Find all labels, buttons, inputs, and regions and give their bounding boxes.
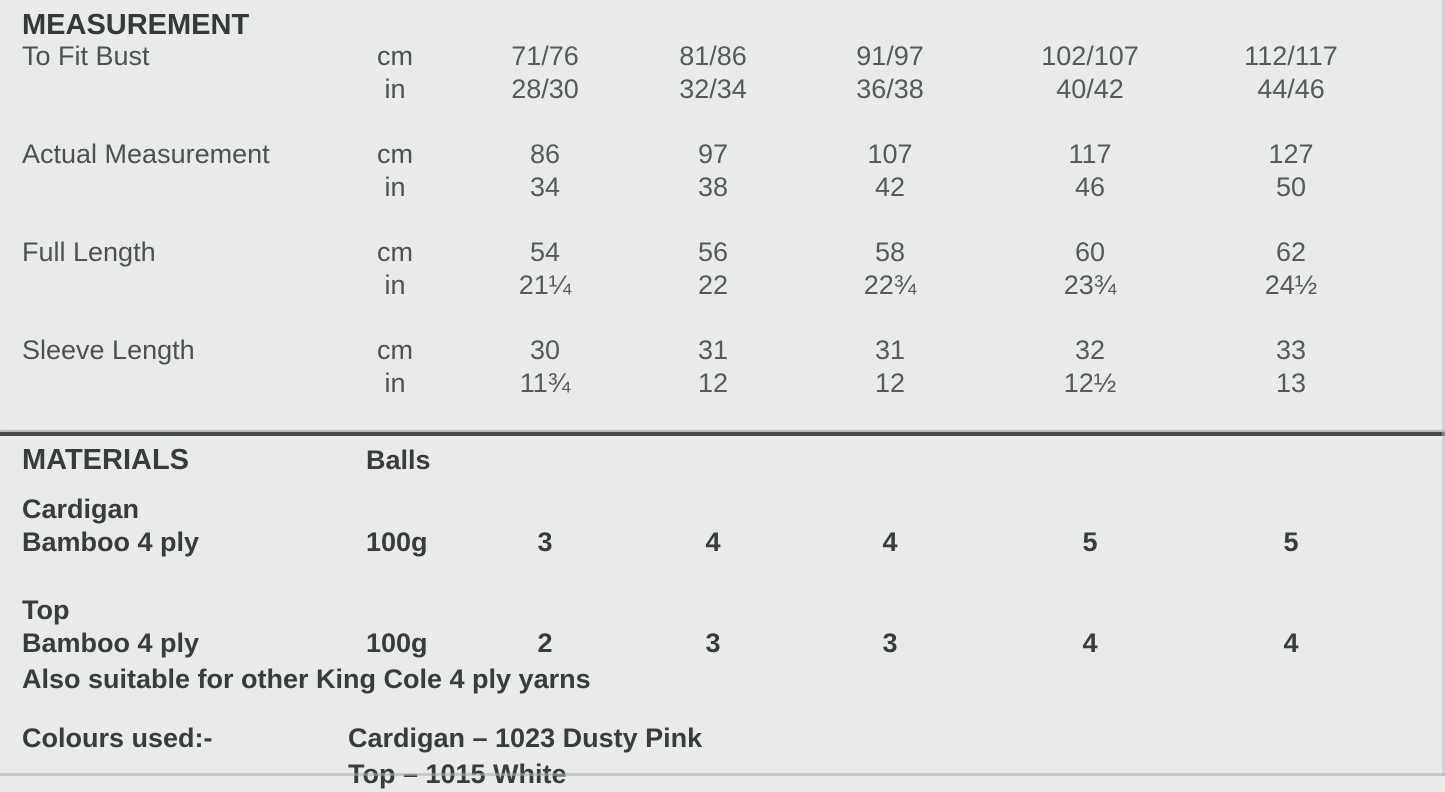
ball-quantity: 5 [1082,527,1098,557]
unit-cm: cm [377,335,413,365]
garment-name: Top [22,595,70,625]
unit-in: in [384,270,406,300]
size-value: 58 [874,237,906,267]
unit-in: in [384,368,406,398]
size-value: 60 [1074,237,1106,267]
size-value: 12 [697,368,729,398]
size-value: 36/38 [856,74,924,104]
size-value: 62 [1275,237,1307,267]
scan-edge-bottom [0,773,1445,776]
materials-item-cardigan: Cardigan Bamboo 4 ply 100g 3 4 4 5 5 [0,493,1445,559]
measurement-row-sleeve-length: Sleeve Length cm 30 31 31 32 33 in 11¾ 1… [0,334,1445,400]
size-value: 21¼ [518,270,572,300]
balls-column-header: Balls [366,445,431,475]
size-value: 81/86 [679,41,747,71]
size-value: 33 [1275,335,1307,365]
ball-quantity: 4 [1283,628,1299,658]
section-divider [0,432,1445,436]
size-value: 46 [1074,172,1106,202]
size-value: 11¾ [519,368,571,398]
size-value: 28/30 [511,74,579,104]
size-value: 91/97 [856,41,924,71]
row-label: Full Length [22,237,156,267]
size-value: 42 [874,172,906,202]
size-value: 112/117 [1244,41,1338,71]
size-value: 31 [697,335,729,365]
ball-size: 100g [366,527,428,557]
size-value: 12 [874,368,906,398]
actual-measurement-in-line: in 34 38 42 46 50 [0,171,1445,204]
size-value: 86 [529,139,561,169]
measurement-row-actual-measurement: Actual Measurement cm 86 97 107 117 127 … [0,138,1445,204]
size-value: 22¾ [863,270,917,300]
size-value: 22 [697,270,729,300]
cardigan-yarn-line: Bamboo 4 ply 100g 3 4 4 5 5 [0,526,1445,559]
size-value: 24½ [1264,270,1318,300]
colour-entry-cardigan: Cardigan – 1023 Dusty Pink [348,723,703,753]
ball-quantity: 3 [705,628,721,658]
size-value: 23¾ [1063,270,1117,300]
sleeve-length-in-line: in 11¾ 12 12 12½ 13 [0,367,1445,400]
top-yarn-line: Bamboo 4 ply 100g 2 3 3 4 4 [0,627,1445,660]
size-value: 56 [697,237,729,267]
row-label: Sleeve Length [22,335,195,365]
ball-quantity: 3 [537,527,553,557]
size-value: 30 [529,335,561,365]
materials-header-row: MATERIALS Balls [0,444,1445,477]
ball-quantity: 4 [1082,628,1098,658]
ball-quantity: 4 [882,527,898,557]
materials-item-top: Top Bamboo 4 ply 100g 2 3 3 4 4 [0,594,1445,660]
colours-used-section: Colours used:- Cardigan – 1023 Dusty Pin… [0,720,1445,792]
materials-section-title: MATERIALS [22,444,190,476]
measurement-section-title: MEASUREMENT [22,9,250,41]
unit-in: in [384,74,406,104]
row-label: Actual Measurement [22,139,270,169]
actual-measurement-cm-line: Actual Measurement cm 86 97 107 117 127 [0,138,1445,171]
unit-cm: cm [377,237,413,267]
size-value: 32 [1074,335,1106,365]
ball-size: 100g [366,628,428,658]
ball-quantity: 3 [882,628,898,658]
full-length-in-line: in 21¼ 22 22¾ 23¾ 24½ [0,269,1445,302]
scan-edge-right [1442,0,1445,776]
size-value: 38 [697,172,729,202]
garment-name: Cardigan [22,494,140,524]
measurement-row-full-length: Full Length cm 54 56 58 60 62 in 21¼ 22 … [0,236,1445,302]
size-value: 102/107 [1041,41,1139,71]
to-fit-bust-cm-line: To Fit Bust cm 71/76 81/86 91/97 102/107… [0,40,1445,73]
size-value: 44/46 [1257,74,1325,104]
unit-cm: cm [377,139,413,169]
measurement-row-to-fit-bust: To Fit Bust cm 71/76 81/86 91/97 102/107… [0,40,1445,106]
size-value: 31 [874,335,906,365]
cardigan-name-line: Cardigan [0,493,1445,526]
full-length-cm-line: Full Length cm 54 56 58 60 62 [0,236,1445,269]
colours-used-label: Colours used:- [22,723,213,753]
size-value: 117 [1068,139,1112,169]
ball-quantity: 5 [1283,527,1299,557]
size-value: 97 [697,139,729,169]
yarn-suitability-note: Also suitable for other King Cole 4 ply … [22,664,591,694]
size-value: 34 [529,172,561,202]
unit-cm: cm [377,41,413,71]
yarn-name: Bamboo 4 ply [22,628,200,658]
unit-in: in [384,172,406,202]
to-fit-bust-in-line: in 28/30 32/34 36/38 40/42 44/46 [0,73,1445,106]
size-value: 32/34 [679,74,747,104]
yarn-name: Bamboo 4 ply [22,527,200,557]
row-label: To Fit Bust [22,41,150,71]
size-value: 12½ [1063,368,1117,398]
ball-quantity: 2 [537,628,553,658]
size-value: 13 [1275,368,1307,398]
colours-used-values: Cardigan – 1023 Dusty Pink Top – 1015 Wh… [333,720,702,792]
size-value: 127 [1268,139,1314,169]
size-value: 107 [867,139,913,169]
ball-quantity: 4 [705,527,721,557]
size-value: 71/76 [511,41,579,71]
size-value: 50 [1275,172,1307,202]
top-name-line: Top [0,594,1445,627]
sleeve-length-cm-line: Sleeve Length cm 30 31 31 32 33 [0,334,1445,367]
size-value: 54 [529,237,561,267]
size-value: 40/42 [1056,74,1124,104]
